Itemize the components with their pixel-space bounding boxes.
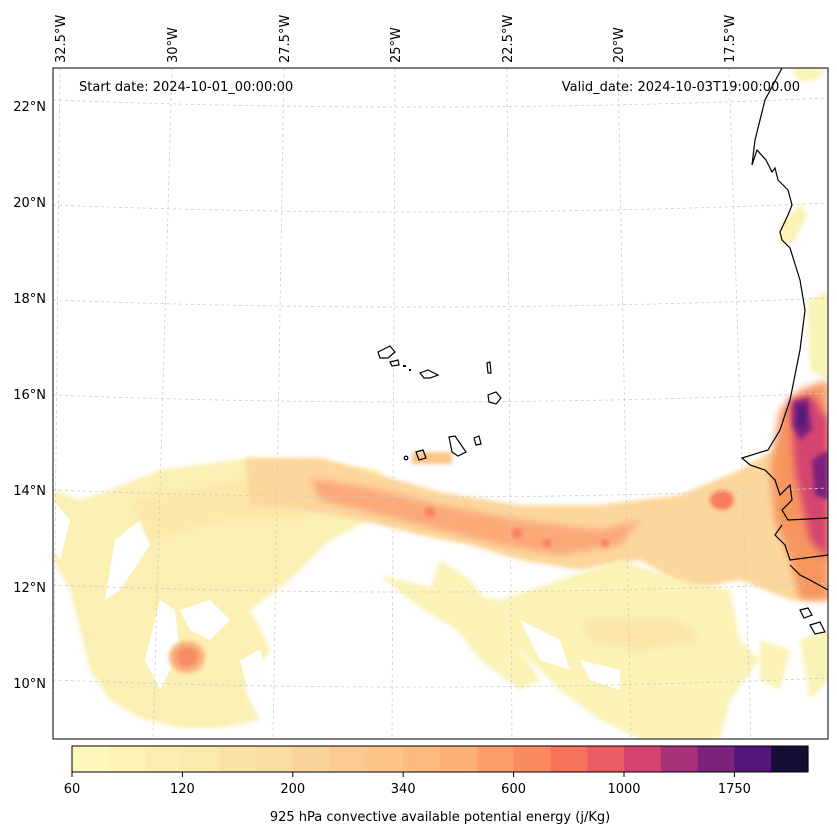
island-boa-vista (487, 391, 502, 405)
lon-label: 20°W (612, 27, 627, 63)
lon-label: 22.5°W (501, 15, 516, 63)
lat-label: 10°N (13, 677, 46, 692)
colorbar-segment (476, 746, 515, 772)
map-frame (52, 67, 829, 740)
colorbar-segment (587, 746, 625, 772)
colorbar-segment (513, 746, 551, 772)
africa-coastline (740, 68, 828, 591)
lon-label: 30°W (166, 27, 181, 63)
colorbar-tick-label: 1000 (607, 782, 640, 797)
colorbar-segment (72, 746, 110, 772)
itcz-cape-band (245, 430, 828, 600)
colorbar-segment (771, 746, 809, 772)
latitude-labels: 22°N 20°N 18°N 16°N 14°N 12°N 10°N (13, 100, 46, 692)
colorbar-segment (697, 746, 735, 772)
lat-label: 22°N (13, 100, 46, 115)
colorbar-segment (660, 746, 699, 772)
colorbar-segment (403, 746, 441, 772)
bijagos-islands (799, 607, 826, 635)
lat-label: 14°N (13, 484, 46, 499)
gridlines (53, 68, 828, 739)
lon-label: 25°W (389, 27, 404, 63)
colorbar-segment (329, 746, 367, 772)
longitude-labels: 32.5°W 30°W 27.5°W 25°W 22.5°W 20°W 17.5… (54, 15, 738, 63)
lon-label: 17.5°W (723, 15, 738, 63)
colorbar-tick-label: 1750 (718, 782, 751, 797)
colorbar-segment (624, 746, 662, 772)
island-maio (473, 435, 482, 446)
island-sal (486, 361, 492, 374)
island-fogo (415, 449, 427, 461)
lat-label: 20°N (13, 196, 46, 211)
colorbar-tick-label: 120 (170, 782, 195, 797)
cape-field (53, 68, 828, 739)
colorbar-ticks: 60 120 200 340 600 1000 1750 (64, 772, 751, 797)
colorbar-segment (366, 746, 404, 772)
lat-label: 18°N (13, 292, 46, 307)
island-santiago (448, 435, 467, 457)
lon-label: 32.5°W (54, 15, 69, 63)
colorbar-segment (219, 746, 257, 772)
island-sao-nicolau (419, 369, 440, 379)
colorbar-segment (292, 746, 331, 772)
lat-label: 12°N (13, 581, 46, 596)
colorbar-tick-label: 60 (64, 782, 81, 797)
lon-label: 27.5°W (278, 15, 293, 63)
coastlines (377, 68, 828, 635)
colorbar-segment (108, 746, 147, 772)
colorbar-segment (182, 746, 220, 772)
colorbar-segment (256, 746, 294, 772)
colorbar-segment (734, 746, 772, 772)
colorbar (72, 746, 809, 772)
start-date-label: Start date: 2024-10-01_00:00:00 (79, 80, 293, 95)
colorbar-tick-label: 600 (501, 782, 526, 797)
lat-label: 16°N (13, 388, 46, 403)
island-santo-antao (377, 345, 396, 359)
colorbar-frame (71, 745, 809, 773)
colorbar-title: 925 hPa convective available potential e… (270, 810, 610, 825)
colorbar-segment (550, 746, 588, 772)
island-brava (403, 455, 409, 461)
colorbar-tick-label: 340 (391, 782, 416, 797)
colorbar-segment (440, 746, 478, 772)
island-sao-vicente (389, 359, 400, 367)
colorbar-segment (145, 746, 183, 772)
valid-date-label: Valid_date: 2024-10-03T19:00:00.00 (562, 80, 800, 95)
colorbar-tick-label: 200 (280, 782, 305, 797)
